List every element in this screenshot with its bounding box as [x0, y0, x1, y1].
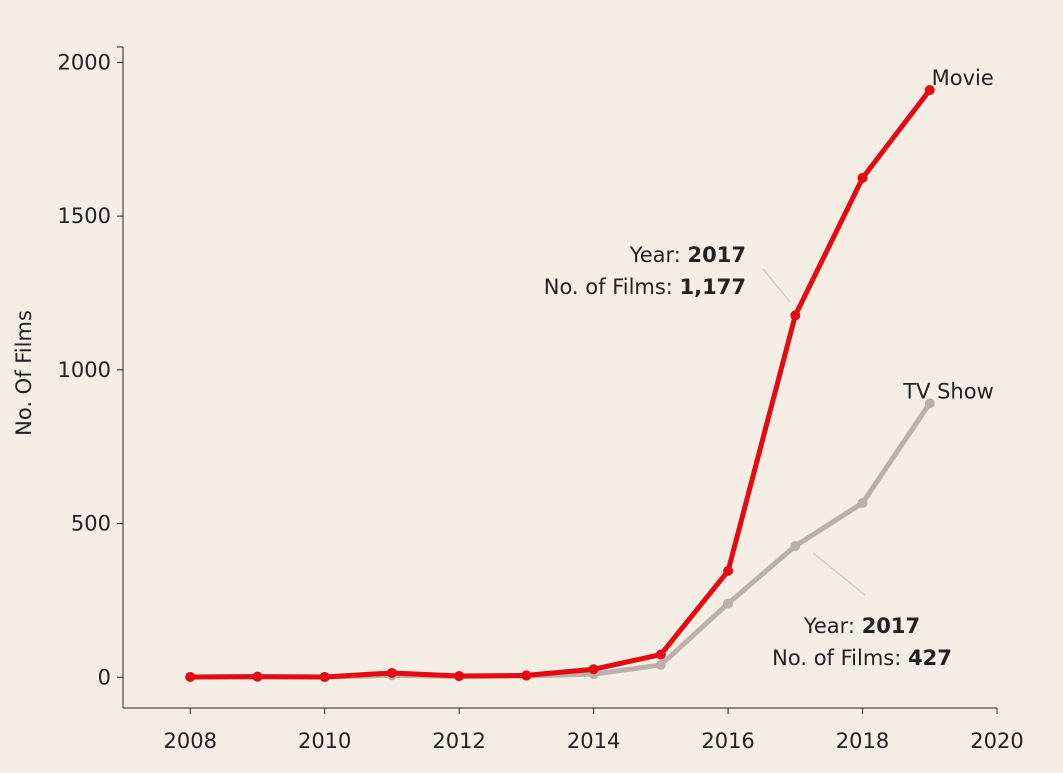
- movie-series-line: [187, 87, 933, 680]
- movie-point: [588, 664, 599, 675]
- tv-show-annotation-year: Year: 2017: [803, 614, 920, 638]
- series-group: [185, 85, 935, 682]
- y-tick-label: 2000: [58, 50, 111, 74]
- series-labels: TV Show Movie: [902, 66, 994, 403]
- movie-annotation-count: No. of Films: 1,177: [544, 275, 746, 299]
- movie-point: [185, 671, 196, 682]
- y-tick-label: 1500: [58, 204, 111, 228]
- movie-point: [723, 565, 734, 576]
- movie-point: [857, 172, 868, 183]
- x-tick-label: 2010: [298, 729, 351, 753]
- movie-annotation-year: Year: 2017: [629, 243, 746, 267]
- tv-show-series-label: TV Show: [902, 379, 994, 403]
- x-tick-label: 2020: [970, 729, 1023, 753]
- x-tick-label: 2012: [432, 729, 485, 753]
- tv-show-point: [924, 398, 935, 409]
- movie-point: [319, 671, 330, 682]
- tv-show-point: [655, 659, 666, 670]
- movie-point: [454, 671, 465, 682]
- movie-point: [655, 649, 666, 660]
- movie-point: [790, 310, 801, 321]
- y-axis-label: No. Of Films: [12, 310, 36, 436]
- x-axis-ticks: 2008 2010 2012 2014 2016 2018 2020: [164, 708, 1024, 753]
- y-tick-label: 1000: [58, 358, 111, 382]
- x-tick-label: 2018: [836, 729, 889, 753]
- tv-show-point: [790, 540, 801, 551]
- movie-point: [924, 85, 935, 96]
- tv-show-point: [723, 598, 734, 609]
- y-axis-ticks: 0 500 1000 1500 2000: [58, 50, 123, 689]
- movie-point: [521, 670, 532, 681]
- tv-show-annotation-count: No. of Films: 427: [772, 646, 952, 670]
- tv-show-annotation-leader: [812, 552, 866, 596]
- movie-point: [386, 667, 397, 678]
- x-tick-label: 2014: [567, 729, 620, 753]
- movie-annotation-leader: [762, 268, 791, 303]
- tv-show-point: [857, 497, 868, 508]
- y-tick-label: 500: [71, 512, 111, 536]
- x-tick-label: 2008: [164, 729, 217, 753]
- annotations: Year: 2017 No. of Films: 1,177 Year: 2017 N…: [544, 243, 952, 670]
- movie-point: [252, 671, 263, 682]
- movie-series-label: Movie: [932, 66, 994, 90]
- x-tick-label: 2016: [701, 729, 754, 753]
- y-tick-label: 0: [98, 665, 111, 689]
